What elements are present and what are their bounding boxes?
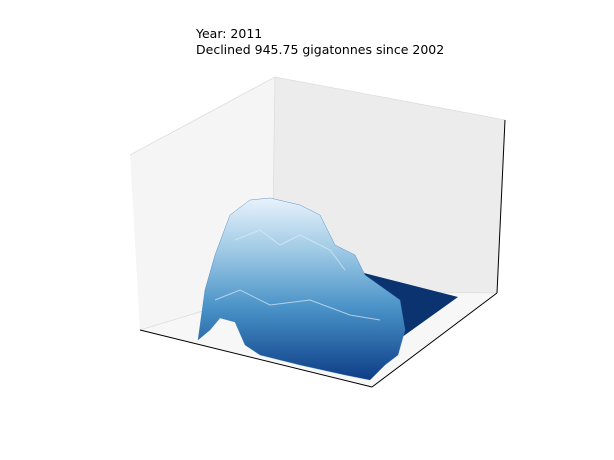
axis-lines — [139, 119, 506, 388]
chart-subtitle: Declined 945.75 gigatonnes since 2002 — [196, 42, 444, 57]
chart-title: Year: 2011 — [195, 26, 262, 41]
surface-ridge — [214, 229, 381, 321]
surface — [197, 197, 406, 381]
